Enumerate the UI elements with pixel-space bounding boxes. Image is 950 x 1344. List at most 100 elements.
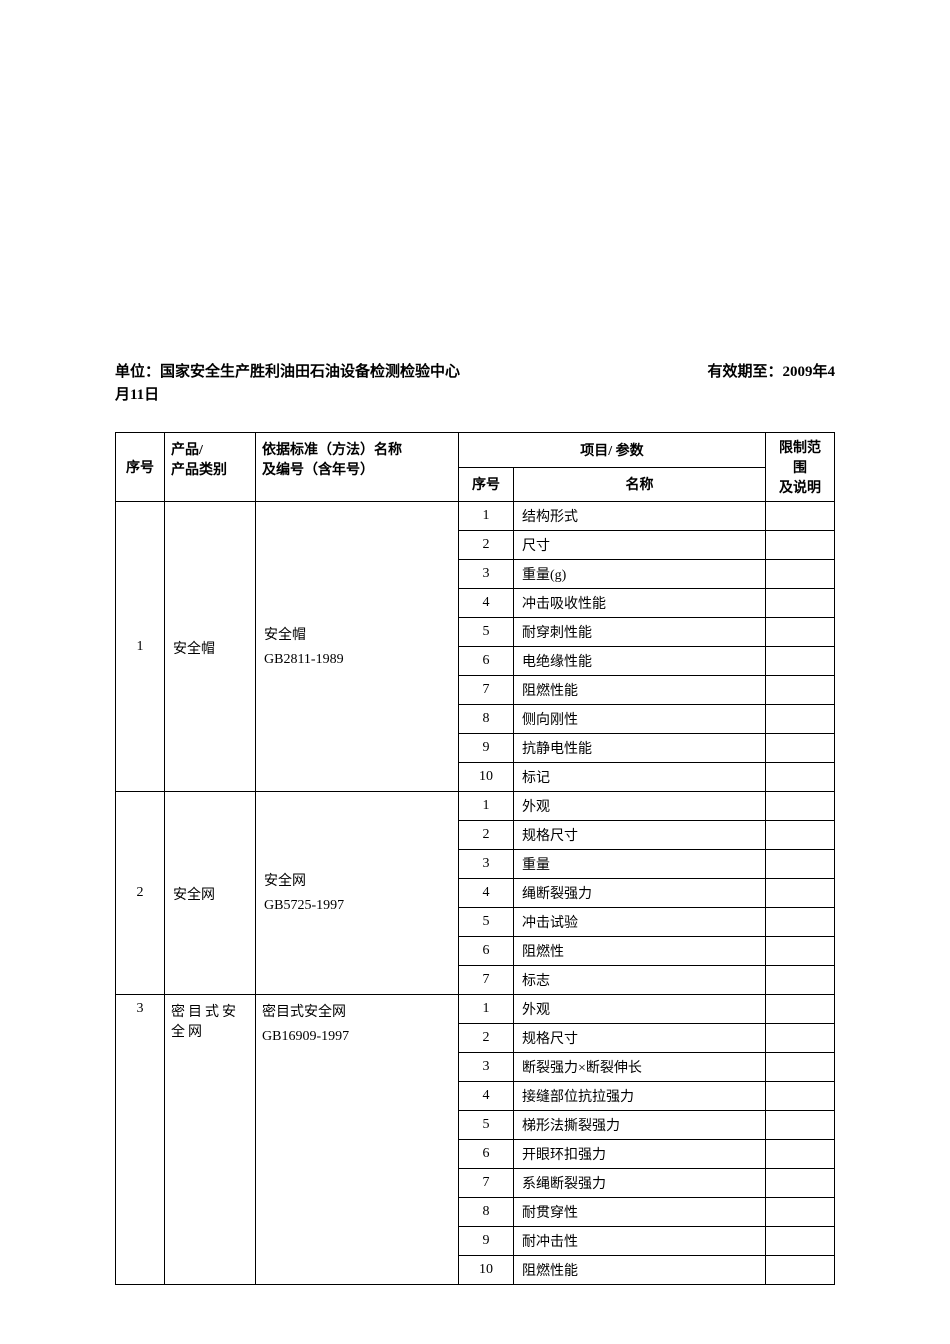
table-head: 序号 产品/产品类别 依据标准（方法）名称及编号（含年号） 项目/ 参数 限制范… <box>116 433 835 502</box>
unit-name: 国家安全生产胜利油田石油设备检测检验中心 <box>160 364 460 380</box>
cell-seq: 1 <box>116 502 165 792</box>
th-limit: 限制范围及说明 <box>766 433 835 502</box>
cell-limit <box>766 1111 835 1140</box>
document-page: 单位：国家安全生产胜利油田石油设备检测检验中心 有效期至：2009年4 月11日… <box>0 0 950 1325</box>
table-row: 1安全帽安全帽GB2811-19891结构形式 <box>116 502 835 531</box>
th-param-group: 项目/ 参数 <box>459 433 766 468</box>
cell-param-name: 外观 <box>514 792 766 821</box>
cell-product: 密目式安全网 <box>165 995 256 1285</box>
cell-standard: 安全网GB5725-1997 <box>256 792 459 995</box>
cell-param-seq: 6 <box>459 647 514 676</box>
cell-param-seq: 1 <box>459 792 514 821</box>
th-product: 产品/产品类别 <box>165 433 256 502</box>
cell-seq: 2 <box>116 792 165 995</box>
cell-param-name: 耐贯穿性 <box>514 1198 766 1227</box>
cell-param-name: 标志 <box>514 966 766 995</box>
cell-param-seq: 9 <box>459 1227 514 1256</box>
valid-text: 有效期至：2009年4 <box>707 360 835 381</box>
cell-param-seq: 10 <box>459 1256 514 1285</box>
cell-param-seq: 3 <box>459 1053 514 1082</box>
cell-standard: 密目式安全网GB16909-1997 <box>256 995 459 1285</box>
cell-param-name: 外观 <box>514 995 766 1024</box>
cell-limit <box>766 1227 835 1256</box>
cell-param-seq: 1 <box>459 995 514 1024</box>
table-body: 1安全帽安全帽GB2811-19891结构形式2尺寸3重量(g)4冲击吸收性能5… <box>116 502 835 1285</box>
valid-label: 有效期至： <box>707 364 782 380</box>
cell-param-name: 电绝缘性能 <box>514 647 766 676</box>
cell-param-name: 耐穿刺性能 <box>514 618 766 647</box>
valid-value-2: 月11日 <box>115 387 159 403</box>
cell-param-name: 标记 <box>514 763 766 792</box>
table-row: 2安全网安全网GB5725-19971外观 <box>116 792 835 821</box>
cell-limit <box>766 937 835 966</box>
cell-limit <box>766 792 835 821</box>
cell-param-seq: 7 <box>459 1169 514 1198</box>
cell-param-name: 开眼环扣强力 <box>514 1140 766 1169</box>
th-seq-label: 序号 <box>126 461 154 476</box>
cell-param-name: 阻燃性 <box>514 937 766 966</box>
cell-seq: 3 <box>116 995 165 1285</box>
cell-param-seq: 6 <box>459 937 514 966</box>
cell-param-seq: 6 <box>459 1140 514 1169</box>
cell-param-seq: 8 <box>459 705 514 734</box>
cell-limit <box>766 850 835 879</box>
cell-param-name: 重量 <box>514 850 766 879</box>
cell-limit <box>766 1140 835 1169</box>
unit-text: 单位：国家安全生产胜利油田石油设备检测检验中心 <box>115 360 460 381</box>
main-table: 序号 产品/产品类别 依据标准（方法）名称及编号（含年号） 项目/ 参数 限制范… <box>115 432 835 1285</box>
cell-limit <box>766 1169 835 1198</box>
cell-limit <box>766 1256 835 1285</box>
cell-param-seq: 3 <box>459 560 514 589</box>
cell-limit <box>766 676 835 705</box>
cell-param-seq: 10 <box>459 763 514 792</box>
cell-param-name: 接缝部位抗拉强力 <box>514 1082 766 1111</box>
th-param-name-label: 名称 <box>626 478 654 493</box>
cell-limit <box>766 1198 835 1227</box>
cell-standard: 安全帽GB2811-1989 <box>256 502 459 792</box>
cell-param-seq: 7 <box>459 966 514 995</box>
cell-param-seq: 2 <box>459 1024 514 1053</box>
cell-limit <box>766 560 835 589</box>
cell-param-seq: 2 <box>459 821 514 850</box>
cell-limit <box>766 531 835 560</box>
table-header-row-1: 序号 产品/产品类别 依据标准（方法）名称及编号（含年号） 项目/ 参数 限制范… <box>116 433 835 468</box>
th-standard: 依据标准（方法）名称及编号（含年号） <box>256 433 459 502</box>
cell-param-seq: 4 <box>459 879 514 908</box>
cell-limit <box>766 763 835 792</box>
cell-limit <box>766 995 835 1024</box>
cell-param-name: 结构形式 <box>514 502 766 531</box>
cell-param-name: 规格尺寸 <box>514 1024 766 1053</box>
cell-param-name: 侧向刚性 <box>514 705 766 734</box>
th-seq: 序号 <box>116 433 165 502</box>
th-param-seq-label: 序号 <box>472 478 500 493</box>
cell-param-name: 冲击吸收性能 <box>514 589 766 618</box>
cell-limit <box>766 966 835 995</box>
cell-product: 安全网 <box>165 792 256 995</box>
th-param-group-label: 项目/ 参数 <box>580 444 643 459</box>
cell-param-name: 梯形法撕裂强力 <box>514 1111 766 1140</box>
cell-param-name: 重量(g) <box>514 560 766 589</box>
cell-limit <box>766 1024 835 1053</box>
cell-param-seq: 9 <box>459 734 514 763</box>
unit-label: 单位： <box>115 364 160 380</box>
cell-limit <box>766 589 835 618</box>
cell-limit <box>766 908 835 937</box>
cell-product: 安全帽 <box>165 502 256 792</box>
cell-param-seq: 5 <box>459 1111 514 1140</box>
cell-limit <box>766 502 835 531</box>
cell-limit <box>766 821 835 850</box>
cell-param-seq: 7 <box>459 676 514 705</box>
cell-limit <box>766 647 835 676</box>
cell-param-name: 系绳断裂强力 <box>514 1169 766 1198</box>
cell-param-seq: 8 <box>459 1198 514 1227</box>
cell-param-name: 阻燃性能 <box>514 1256 766 1285</box>
th-param-seq: 序号 <box>459 467 514 502</box>
cell-param-name: 断裂强力×断裂伸长 <box>514 1053 766 1082</box>
cell-param-seq: 4 <box>459 589 514 618</box>
cell-param-name: 耐冲击性 <box>514 1227 766 1256</box>
cell-param-seq: 2 <box>459 531 514 560</box>
cell-limit <box>766 618 835 647</box>
table-row: 3密目式安全网密目式安全网GB16909-19971外观 <box>116 995 835 1024</box>
cell-param-seq: 4 <box>459 1082 514 1111</box>
cell-limit <box>766 705 835 734</box>
